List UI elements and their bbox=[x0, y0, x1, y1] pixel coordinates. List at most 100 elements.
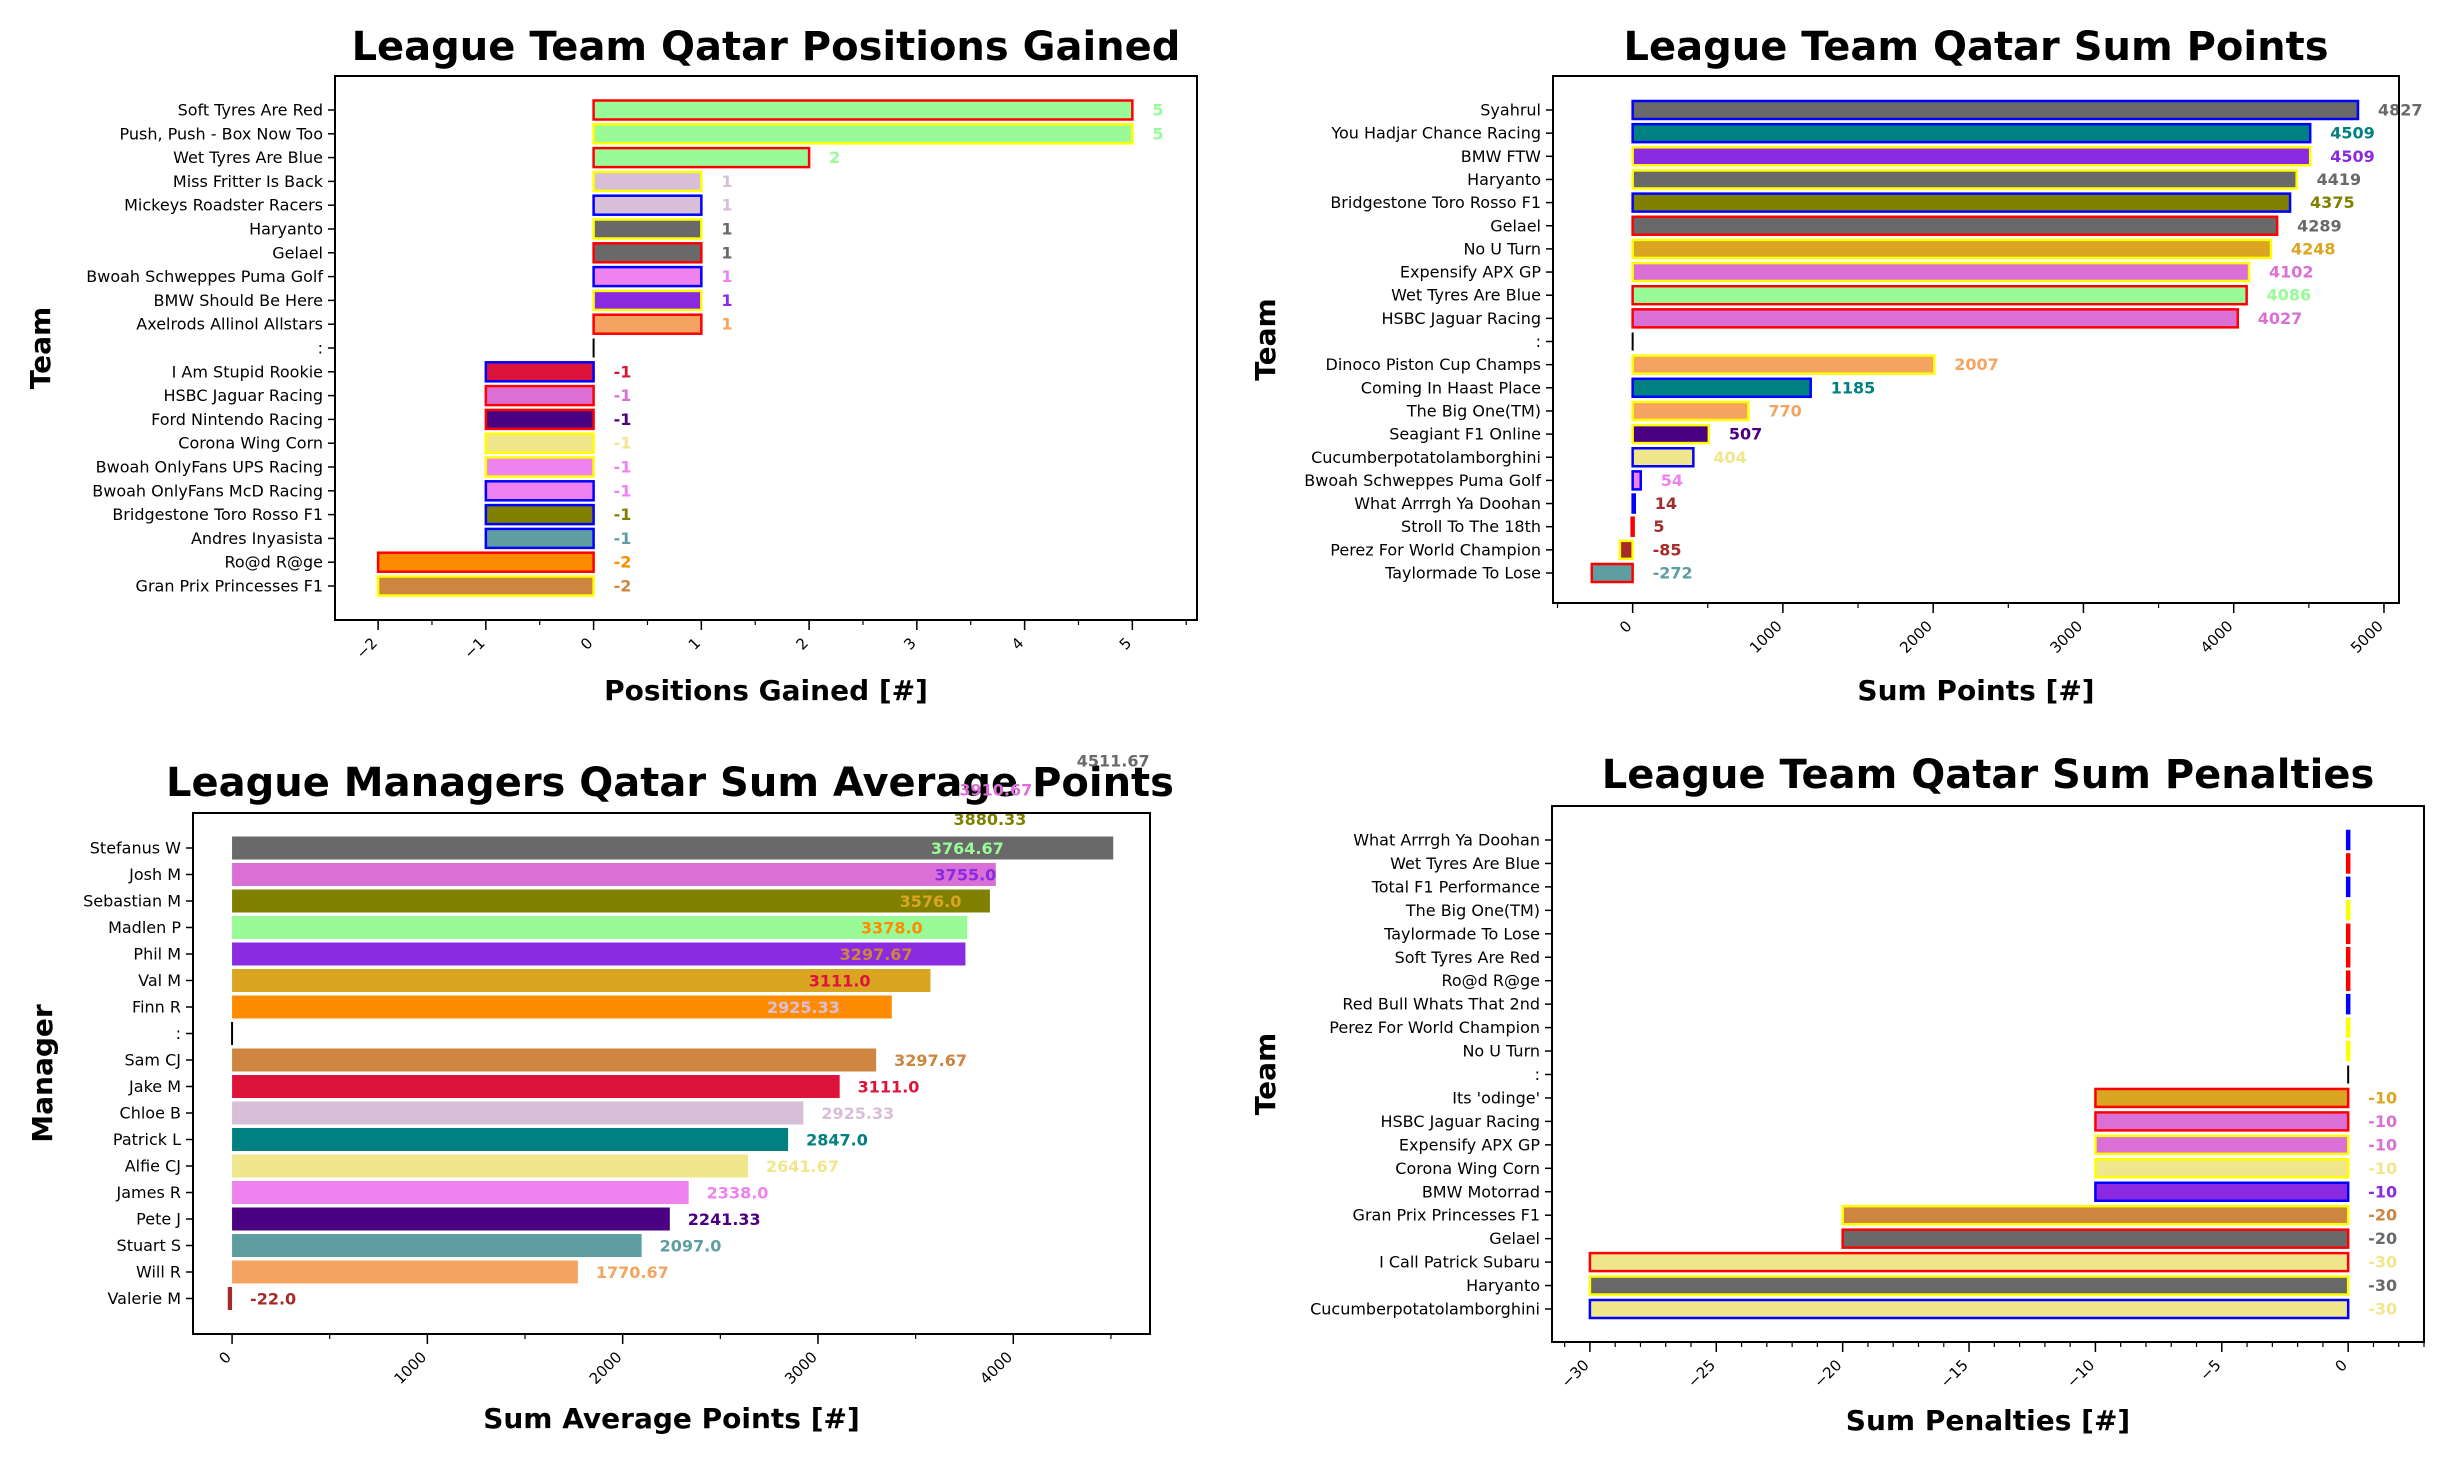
bar bbox=[592, 313, 703, 335]
bar bbox=[232, 1075, 840, 1098]
data-label: -10 bbox=[2368, 1182, 2397, 1201]
y-tick-label: The Big One(TM) bbox=[1406, 401, 1541, 420]
y-tick-label: BMW FTW bbox=[1461, 147, 1541, 166]
y-tick-label: Haryanto bbox=[1467, 170, 1541, 189]
y-tick-label: Val M bbox=[138, 971, 181, 990]
y-tick-label: Stroll To The 18th bbox=[1401, 517, 1541, 536]
bar bbox=[1631, 400, 1750, 422]
y-tick-label: Bwoah OnlyFans McD Racing bbox=[92, 481, 323, 500]
y-tick-label: Ro@d R@ge bbox=[224, 553, 323, 572]
data-label: -2 bbox=[614, 577, 632, 596]
y-tick-label: No U Turn bbox=[1463, 239, 1541, 258]
data-label: 3755.0 bbox=[935, 866, 997, 885]
y-tick-label: Mickeys Roadster Racers bbox=[124, 196, 323, 215]
bar bbox=[232, 1154, 748, 1178]
data-label: 2007 bbox=[1954, 355, 1999, 374]
bar bbox=[232, 1207, 670, 1231]
data-label: 1185 bbox=[1831, 378, 1876, 397]
y-tick-label: Stuart S bbox=[117, 1236, 181, 1255]
bar bbox=[2345, 853, 2351, 874]
bar bbox=[592, 146, 811, 169]
y-axis-label: Team bbox=[1249, 298, 1282, 380]
y-tick-label: BMW Should Be Here bbox=[154, 291, 323, 310]
y-tick-label: Coming In Haast Place bbox=[1361, 378, 1541, 397]
y-tick-label: Corona Wing Corn bbox=[1395, 1159, 1540, 1178]
data-label: 2925.33 bbox=[821, 1104, 894, 1123]
data-label: 14 bbox=[1655, 494, 1677, 513]
bar bbox=[1590, 562, 1634, 584]
data-label: -30 bbox=[2368, 1300, 2397, 1319]
data-label: 4248 bbox=[2291, 239, 2336, 258]
bar bbox=[1631, 169, 2298, 190]
data-label: 2097.0 bbox=[660, 1237, 722, 1256]
data-label: -1 bbox=[614, 386, 632, 405]
data-label: 4827 bbox=[2378, 101, 2423, 120]
data-label: 2925.33 bbox=[767, 998, 840, 1017]
bar bbox=[484, 456, 595, 478]
data-label: -1 bbox=[614, 505, 632, 524]
bar bbox=[2345, 923, 2351, 945]
bar bbox=[376, 551, 595, 573]
plot-frame bbox=[192, 812, 1151, 1335]
y-tick-label: What Arrrgh Ya Doohan bbox=[1353, 831, 1540, 850]
bar bbox=[232, 1181, 689, 1204]
data-label: 1 bbox=[721, 196, 732, 215]
y-tick-label: Bridgestone Toro Rosso F1 bbox=[1330, 193, 1541, 212]
chart-title: League Team Qatar Sum Penalties bbox=[1602, 752, 2375, 798]
y-tick-label: Bridgestone Toro Rosso F1 bbox=[112, 505, 323, 524]
data-label: 3764.67 bbox=[931, 839, 1004, 858]
y-tick-label: Cucumberpotatolamborghini bbox=[1310, 1300, 1540, 1319]
y-tick-label: Perez For World Champion bbox=[1329, 1018, 1540, 1037]
data-label: -10 bbox=[2368, 1159, 2397, 1178]
x-axis-label: Sum Average Points [#] bbox=[483, 1402, 860, 1435]
y-tick-label: HSBC Jaguar Racing bbox=[1381, 309, 1541, 328]
y-tick-label: Soft Tyres Are Red bbox=[1395, 948, 1540, 967]
y-tick-label: Syahrul bbox=[1480, 101, 1541, 120]
bar bbox=[1631, 122, 2312, 144]
y-tick-label: Miss Fritter Is Back bbox=[173, 172, 324, 191]
bar bbox=[1631, 493, 1636, 514]
y-tick-label: Gran Prix Princesses F1 bbox=[1353, 1206, 1540, 1225]
data-label: 5 bbox=[1653, 517, 1664, 536]
y-tick-label: Jake M bbox=[128, 1077, 181, 1096]
data-label: -1 bbox=[614, 529, 632, 548]
bar bbox=[1631, 215, 2279, 236]
data-label: -30 bbox=[2368, 1253, 2397, 1272]
sum-points-chart: League Team Qatar Sum Points Sum Points [… bbox=[1249, 24, 2423, 707]
y-tick-label: Sam CJ bbox=[124, 1051, 181, 1070]
bar bbox=[592, 99, 1134, 121]
data-label: 1 bbox=[721, 267, 732, 286]
bar bbox=[592, 123, 1134, 145]
y-tick-label: Dinoco Piston Cup Champs bbox=[1326, 355, 1541, 374]
plot-frame bbox=[334, 75, 1198, 621]
y-tick-label: Bwoah Schweppes Puma Golf bbox=[86, 267, 323, 286]
data-label: -1 bbox=[614, 434, 632, 453]
y-tick-label: Gelael bbox=[1490, 216, 1541, 235]
bar bbox=[2094, 1134, 2350, 1156]
data-label: 404 bbox=[1713, 448, 1746, 467]
bar bbox=[1630, 516, 1635, 537]
data-label: 3297.67 bbox=[840, 945, 913, 964]
bar-separator bbox=[592, 338, 595, 358]
y-tick-label: Bwoah OnlyFans UPS Racing bbox=[96, 458, 323, 477]
bar bbox=[1588, 1298, 2350, 1320]
bar bbox=[232, 1048, 877, 1072]
data-label: 2847.0 bbox=[806, 1131, 868, 1150]
y-tick-label: Phil M bbox=[133, 945, 181, 964]
bar bbox=[592, 265, 703, 288]
data-label: 4375 bbox=[2310, 193, 2355, 212]
data-label: 4509 bbox=[2330, 124, 2375, 143]
bar bbox=[484, 361, 595, 383]
data-label: 3910.67 bbox=[959, 781, 1032, 800]
bar bbox=[1841, 1204, 2350, 1226]
y-tick-label: Gelael bbox=[1489, 1229, 1540, 1248]
y-tick-label: Pete J bbox=[136, 1210, 181, 1229]
data-label: -2 bbox=[614, 553, 632, 572]
y-tick-label: Will R bbox=[136, 1263, 181, 1282]
bar bbox=[1631, 192, 2292, 213]
data-label: 2 bbox=[829, 148, 840, 167]
data-label: 3880.33 bbox=[953, 810, 1026, 829]
data-label: -20 bbox=[2368, 1229, 2397, 1248]
data-label: 3111.0 bbox=[809, 972, 871, 991]
